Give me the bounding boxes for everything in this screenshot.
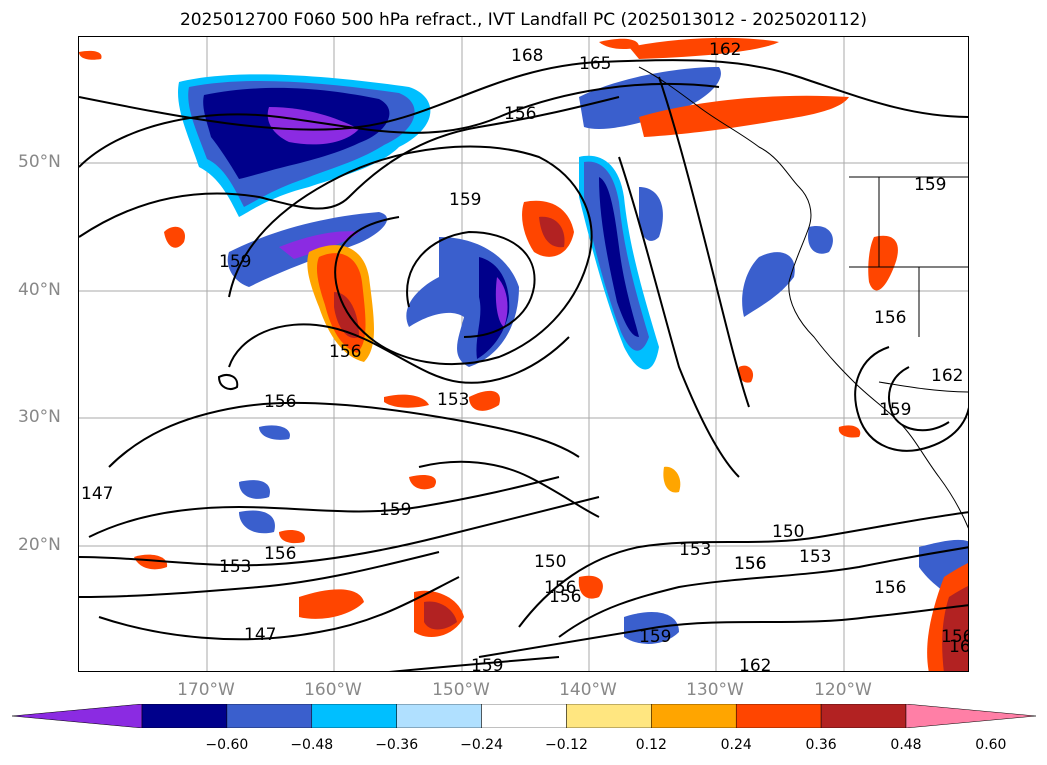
contour-label: 165: [579, 54, 611, 74]
contour-label: 156: [734, 554, 766, 574]
lat-label-40n: 40°N: [18, 280, 61, 300]
contour-label: 162: [931, 366, 963, 386]
contour-label: 159: [639, 627, 671, 647]
lat-label-30n: 30°N: [18, 407, 61, 427]
colorbar-segment: [820, 704, 907, 728]
colorbar-segment: [481, 704, 567, 728]
contour-label: 156: [544, 578, 576, 598]
contour-label: 153: [219, 557, 251, 577]
colorbar-segment: [226, 704, 313, 728]
colorbar-segment: [566, 704, 652, 728]
colorbar-tick-label: −0.48: [290, 737, 334, 753]
contour-label: 150: [534, 552, 566, 572]
lon-label-120w: 120°W: [814, 680, 872, 700]
contour-label: 162: [709, 40, 741, 60]
colorbar-tick-label: 0.48: [890, 737, 922, 753]
colorbar-tick-label: −0.24: [460, 737, 503, 753]
contour-label: 156: [329, 342, 361, 362]
lat-label-50n: 50°N: [18, 152, 61, 172]
contour-labels: 168 165 162 156 159 159 156 153 156 153 …: [81, 40, 969, 672]
contour-label: 156: [874, 308, 906, 328]
contour-label: 168: [511, 46, 543, 66]
contour-label: 153: [437, 390, 469, 410]
colorbar-tick-label: 0.60: [975, 737, 1007, 753]
colorbar-tick-label: 0.12: [635, 737, 667, 753]
height-contours: [79, 59, 968, 671]
colorbar-tick-label: 0.24: [720, 737, 752, 753]
contour-label: 159: [879, 400, 911, 420]
colorbar-tick-label: 0.36: [805, 737, 837, 753]
contour-label: 162: [739, 656, 771, 672]
contour-label: 153: [679, 540, 711, 560]
contour-label: 153: [799, 547, 831, 567]
coastlines: [638, 66, 968, 529]
contour-label: 159: [449, 190, 481, 210]
contour-label: 162: [949, 637, 969, 657]
map-canvas: 168 165 162 156 159 159 156 153 156 153 …: [79, 37, 969, 672]
contour-label: 156: [264, 544, 296, 564]
colorbar-segment: [311, 704, 397, 728]
colorbar-segment: [735, 704, 822, 728]
contour-label: 159: [914, 175, 946, 195]
colorbar-tick-label: −0.36: [375, 737, 419, 753]
contour-label: 159: [471, 656, 503, 672]
lon-label-160w: 160°W: [304, 680, 362, 700]
contour-label: 156: [874, 578, 906, 598]
colorbar-extend-low: [12, 704, 143, 728]
colorbar-segment: [396, 704, 482, 728]
lat-label-20n: 20°N: [18, 535, 61, 555]
contour-label: 156: [504, 104, 536, 124]
contour-label: 156: [734, 554, 766, 574]
contour-label: 156: [941, 627, 969, 647]
colorbar: [12, 704, 1036, 728]
lon-label-140w: 140°W: [559, 680, 617, 700]
contour-label: 150: [772, 522, 804, 542]
lon-label-150w: 150°W: [432, 680, 490, 700]
contour-label: 156: [264, 392, 296, 412]
colorbar-tick-label: −0.60: [205, 737, 249, 753]
colorbar-segment: [651, 704, 737, 728]
contour-label: 147: [244, 625, 276, 645]
lon-label-130w: 130°W: [686, 680, 744, 700]
colorbar-segment: [141, 704, 228, 728]
contour-label: 147: [81, 484, 113, 504]
contour-label: 156: [549, 587, 581, 607]
lon-label-170w: 170°W: [177, 680, 235, 700]
contour-label: 159: [219, 252, 251, 272]
colorbar-extend-high: [905, 704, 1036, 728]
colorbar-tick-label: −0.12: [544, 737, 588, 753]
negative-refractivity-shading: [178, 67, 968, 644]
map-panel: 168 165 162 156 159 159 156 153 156 153 …: [78, 36, 969, 672]
plot-title: 2025012700 F060 500 hPa refract., IVT La…: [179, 10, 867, 30]
contour-label: 159: [379, 500, 411, 520]
